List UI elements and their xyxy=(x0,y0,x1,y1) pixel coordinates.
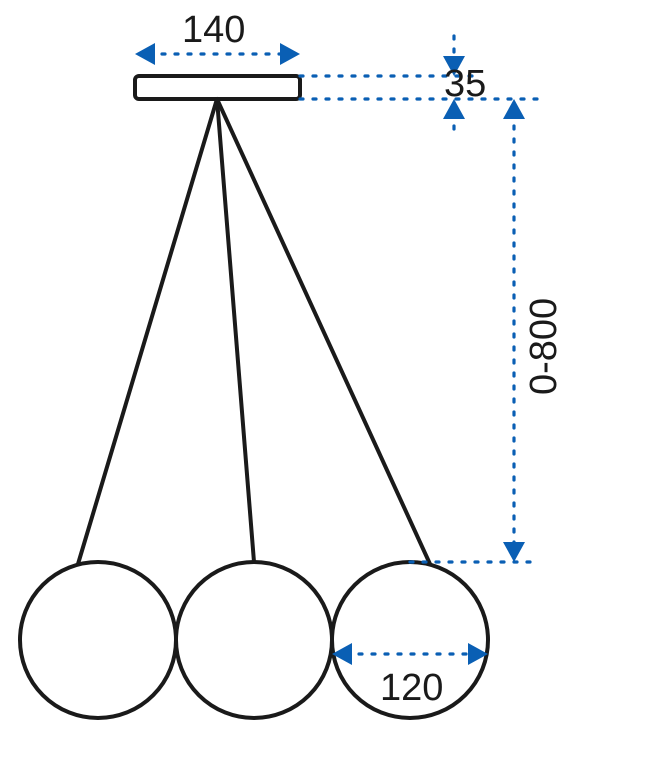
cord-left xyxy=(78,99,217,564)
globe-left xyxy=(20,562,176,718)
dimension-arrowhead xyxy=(503,542,525,562)
dimension-arrowhead xyxy=(503,99,525,119)
globe-center xyxy=(176,562,332,718)
dimension-arrowhead xyxy=(280,43,300,65)
label-top-width: 140 xyxy=(182,9,245,51)
dimension-diagram: 140 35 0-800 120 xyxy=(0,0,661,779)
label-plate-height: 35 xyxy=(444,63,486,105)
label-circle-diameter: 120 xyxy=(380,667,443,709)
ceiling-plate xyxy=(135,76,300,99)
label-drop-range: 0-800 xyxy=(523,298,565,395)
dimension-arrowhead xyxy=(135,43,155,65)
